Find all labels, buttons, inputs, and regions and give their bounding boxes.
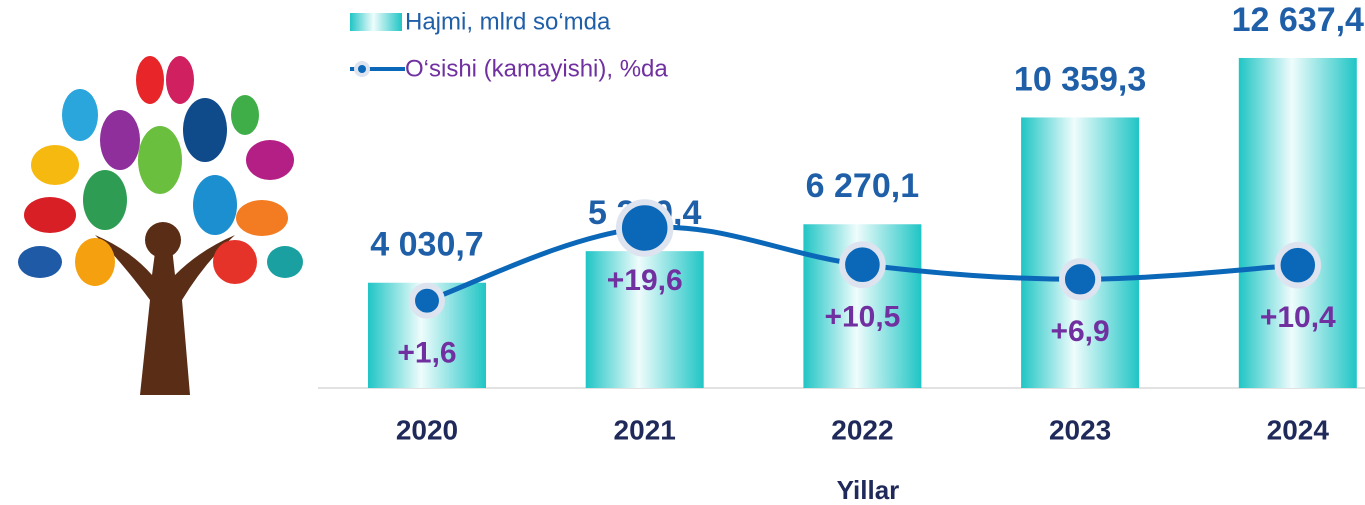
legend-swatch-bar: [350, 13, 402, 31]
legend-label: O‘sishi (kamayishi), %da: [405, 55, 668, 82]
x-tick-label: 2024: [1267, 414, 1330, 445]
bar: [1239, 58, 1357, 388]
legend-label: Hajmi, mlrd so‘mda: [405, 8, 611, 35]
line-value-label: +19,6: [607, 264, 683, 297]
x-tick-label: 2020: [396, 414, 458, 445]
bar-value-label: 4 030,7: [370, 226, 483, 264]
line-value-label: +6,9: [1050, 315, 1109, 348]
bar-value-label: 6 270,1: [806, 167, 919, 205]
x-axis-title: Yillar: [837, 475, 900, 505]
line-marker: [412, 286, 442, 316]
bar-value-label: 12 637,4: [1232, 1, 1364, 39]
page: Hajmi, mlrd so‘mda O‘sishi (kamayishi), …: [0, 0, 1365, 505]
line-marker: [619, 202, 671, 254]
line-marker: [1278, 245, 1318, 285]
x-tick-label: 2022: [831, 414, 893, 445]
line-value-label: +1,6: [397, 337, 456, 370]
legend-swatch-marker: [356, 63, 368, 75]
line-value-label: +10,4: [1260, 301, 1336, 334]
tree-illustration: [18, 56, 303, 395]
x-tick-label: 2023: [1049, 414, 1111, 445]
x-tick-label: 2021: [614, 414, 676, 445]
line-marker: [1062, 261, 1098, 297]
line-marker: [842, 244, 883, 285]
chart: Hajmi, mlrd so‘mda O‘sishi (kamayishi), …: [0, 0, 1365, 505]
bar-value-label: 10 359,3: [1014, 60, 1146, 98]
line-value-label: +10,5: [824, 301, 900, 334]
